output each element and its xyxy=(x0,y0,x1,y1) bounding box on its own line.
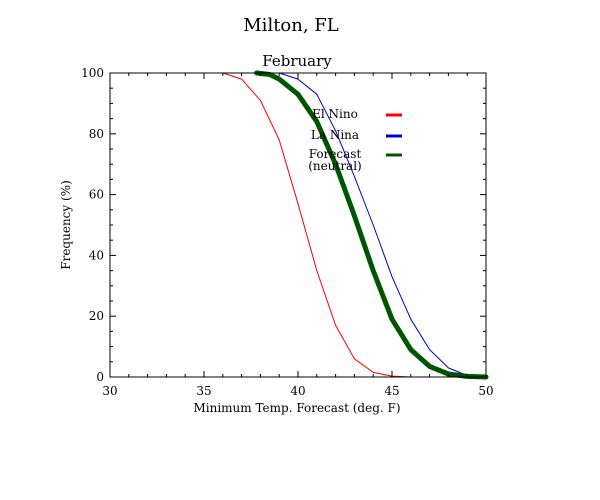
y-tick-label: 0 xyxy=(96,370,104,384)
x-tick-label: 35 xyxy=(196,384,211,398)
legend-label-forecast: Forecast xyxy=(309,147,362,161)
series-line-forecast xyxy=(254,70,489,380)
x-axis-label: Minimum Temp. Forecast (deg. F) xyxy=(193,401,400,415)
chart-subtitle: February xyxy=(262,52,332,70)
x-tick-labels: 30 35 40 45 50 xyxy=(102,384,493,398)
y-tick-label: 100 xyxy=(81,66,104,80)
plot-frame xyxy=(109,72,487,378)
legend-label-la-nina: La Nina xyxy=(311,128,359,142)
ticks-layer xyxy=(109,72,487,378)
legend-label-el-nino: El Nino xyxy=(312,107,358,121)
x-tick-label: 40 xyxy=(290,384,305,398)
legend-label-forecast: (neutral) xyxy=(308,159,361,173)
y-tick-labels: 0 20 40 60 80 100 xyxy=(81,66,104,384)
chart-title: Milton, FL xyxy=(243,15,339,36)
y-tick-label: 80 xyxy=(89,127,104,141)
x-tick-label: 45 xyxy=(384,384,399,398)
y-axis-label: Frequency (%) xyxy=(59,180,73,269)
legend: El Nino La Nina Forecast(neutral) xyxy=(308,107,402,173)
series-line-la-nina xyxy=(259,72,487,378)
x-tick-label: 30 xyxy=(102,384,117,398)
y-tick-label: 40 xyxy=(89,248,104,262)
y-tick-label: 60 xyxy=(89,188,104,202)
y-tick-label: 20 xyxy=(89,309,104,323)
x-tick-label: 50 xyxy=(478,384,493,398)
